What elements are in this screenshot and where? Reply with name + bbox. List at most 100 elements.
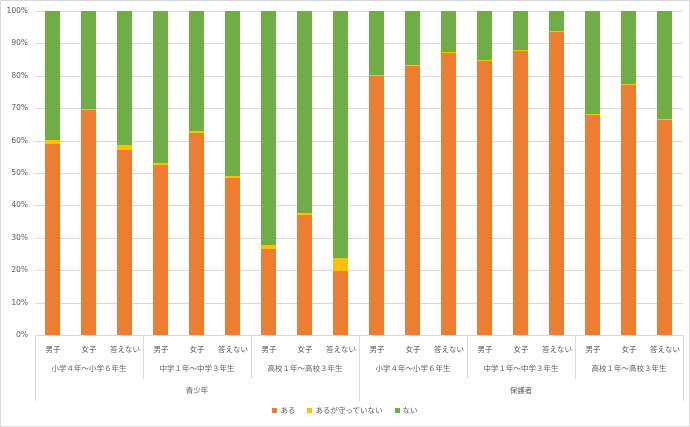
axis-divider xyxy=(35,335,36,401)
bar-segment-2 xyxy=(297,11,312,213)
stacked-bar xyxy=(225,11,240,335)
bar-segment-0 xyxy=(369,76,384,335)
bar-segment-1 xyxy=(225,175,240,178)
subgroup-label: 小学４年～小学６年生 xyxy=(375,364,451,373)
bar-segment-1 xyxy=(513,49,528,51)
category-label: 女子 xyxy=(621,345,637,354)
category-label: 男子 xyxy=(45,345,61,354)
bar-segment-0 xyxy=(153,164,168,335)
axis-divider xyxy=(467,335,468,379)
bar-segment-1 xyxy=(297,212,312,216)
stacked-bar xyxy=(261,11,276,335)
subgroup-label: 高校１年～高校３年生 xyxy=(591,364,667,373)
stacked-bar xyxy=(117,11,132,335)
bar-segment-1 xyxy=(621,84,636,85)
bar-segment-0 xyxy=(189,133,204,335)
category-label: 女子 xyxy=(189,345,205,354)
y-tick-label: 40% xyxy=(11,200,28,210)
category-label: 答えない xyxy=(542,345,572,354)
stacked-bar xyxy=(297,11,312,335)
bar-segment-2 xyxy=(261,11,276,246)
stacked-bar xyxy=(549,11,564,335)
bar-segment-1 xyxy=(549,31,564,33)
legend-label: ない xyxy=(402,406,418,415)
gridline xyxy=(35,75,683,77)
legend-item: ある xyxy=(272,405,295,416)
legend-swatch-icon xyxy=(307,408,313,413)
legend-label: ある xyxy=(280,406,296,415)
bar-segment-0 xyxy=(45,143,60,335)
bar-segment-1 xyxy=(45,140,60,144)
category-label: 答えない xyxy=(110,345,140,354)
bar-segment-1 xyxy=(585,113,600,115)
y-tick-label: 30% xyxy=(11,232,28,242)
gridline xyxy=(35,173,683,174)
stacked-bar xyxy=(657,11,672,335)
y-tick-label: 10% xyxy=(11,297,28,307)
legend-swatch-icon xyxy=(272,408,278,413)
category-label: 答えない xyxy=(326,345,356,354)
y-tick-label: 90% xyxy=(11,38,28,48)
gridline xyxy=(35,205,683,207)
bar-segment-0 xyxy=(441,53,456,335)
stacked-bar xyxy=(189,11,204,335)
category-label: 答えない xyxy=(650,345,680,354)
bar-segment-0 xyxy=(477,60,492,335)
bar-segment-0 xyxy=(117,150,132,335)
bar-segment-1 xyxy=(369,75,384,77)
bar-segment-2 xyxy=(153,11,168,163)
legend-label: あるが守っていない xyxy=(315,406,383,415)
stacked-bar xyxy=(45,11,60,335)
plot-area xyxy=(35,11,683,336)
category-label: 答えない xyxy=(218,345,248,354)
axis-divider xyxy=(575,335,576,379)
subgroup-label: 中学１年～中学３年生 xyxy=(483,364,559,373)
bar-segment-0 xyxy=(297,215,312,335)
bar-segment-2 xyxy=(621,11,636,85)
bar-segment-0 xyxy=(513,50,528,335)
gridline xyxy=(35,140,683,142)
stacked-bar xyxy=(405,11,420,335)
y-tick-label: 20% xyxy=(11,265,28,275)
bar-segment-1 xyxy=(441,52,456,54)
stacked-bar xyxy=(153,11,168,335)
bar-segment-1 xyxy=(117,145,132,150)
y-tick-label: 80% xyxy=(11,70,28,80)
bar-segment-2 xyxy=(441,11,456,53)
bar-segment-0 xyxy=(549,32,564,335)
bar-segment-0 xyxy=(261,248,276,335)
gridline xyxy=(35,237,683,239)
bar-segment-2 xyxy=(477,11,492,61)
bar-segment-2 xyxy=(585,11,600,114)
stacked-bar xyxy=(369,11,384,335)
bar-segment-2 xyxy=(369,11,384,76)
bar-segment-2 xyxy=(405,11,420,65)
bar-segment-0 xyxy=(621,84,636,335)
bar-segment-1 xyxy=(333,258,348,272)
legend-swatch-icon xyxy=(394,408,400,413)
stacked-bar xyxy=(81,11,96,335)
x-axis: 男子 女子 答えない 男子 女子 答えない 男子 女子 答えない 男子 女子 答えない 男子 女子 答えない… xyxy=(35,335,684,401)
bar-segment-2 xyxy=(225,11,240,176)
legend: ある あるが守っていない ない xyxy=(0,405,690,416)
bar-segment-2 xyxy=(45,11,60,141)
category-label: 女子 xyxy=(405,345,421,354)
legend-item: あるが守っていない xyxy=(307,405,383,416)
bar-segment-1 xyxy=(261,245,276,249)
axis-divider xyxy=(359,335,360,401)
bar-segment-0 xyxy=(333,271,348,335)
bar-segment-2 xyxy=(333,11,348,259)
bar-segment-0 xyxy=(225,177,240,335)
axis-divider xyxy=(683,335,684,401)
stacked-bar xyxy=(441,11,456,335)
axis-divider xyxy=(143,335,144,379)
category-label: 女子 xyxy=(297,345,313,354)
category-label: 答えない xyxy=(434,345,464,354)
category-label: 男子 xyxy=(153,345,169,354)
bar-segment-1 xyxy=(153,162,168,165)
bar-segment-2 xyxy=(513,11,528,50)
stacked-bar xyxy=(333,11,348,335)
bar-segment-1 xyxy=(189,130,204,134)
bar-segment-1 xyxy=(477,60,492,61)
bar-segment-1 xyxy=(81,108,96,110)
